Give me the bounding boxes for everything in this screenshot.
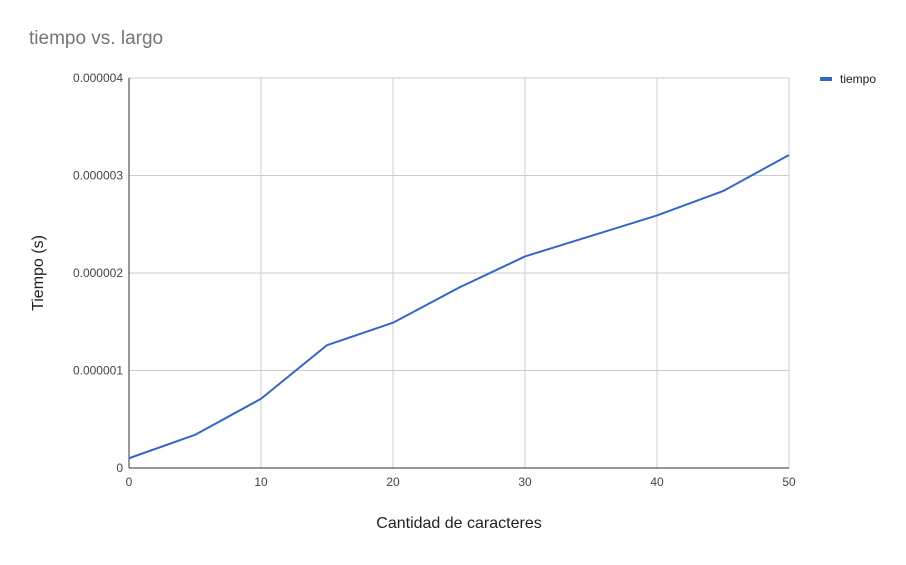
legend-swatch <box>820 77 832 81</box>
chart-title: tiempo vs. largo <box>29 28 164 49</box>
x-axis-title: Cantidad de caracteres <box>376 515 541 532</box>
x-tick-label: 10 <box>254 475 268 489</box>
x-tick-label: 30 <box>518 475 532 489</box>
series-line-tiempo <box>128 154 790 460</box>
x-tick-label: 0 <box>126 475 133 489</box>
x-tick-label: 40 <box>650 475 664 489</box>
y-tick-label: 0 <box>116 461 123 475</box>
x-tick-label: 50 <box>782 475 796 489</box>
x-tick-label: 20 <box>386 475 400 489</box>
legend-label: tiempo <box>840 72 876 86</box>
y-axis-title: Tiempo (s) <box>30 235 47 311</box>
y-tick-label: 0.000002 <box>73 266 123 280</box>
y-tick-label: 0.000001 <box>73 364 123 378</box>
y-tick-label: 0.000004 <box>73 71 123 85</box>
y-tick-label: 0.000003 <box>73 169 123 183</box>
